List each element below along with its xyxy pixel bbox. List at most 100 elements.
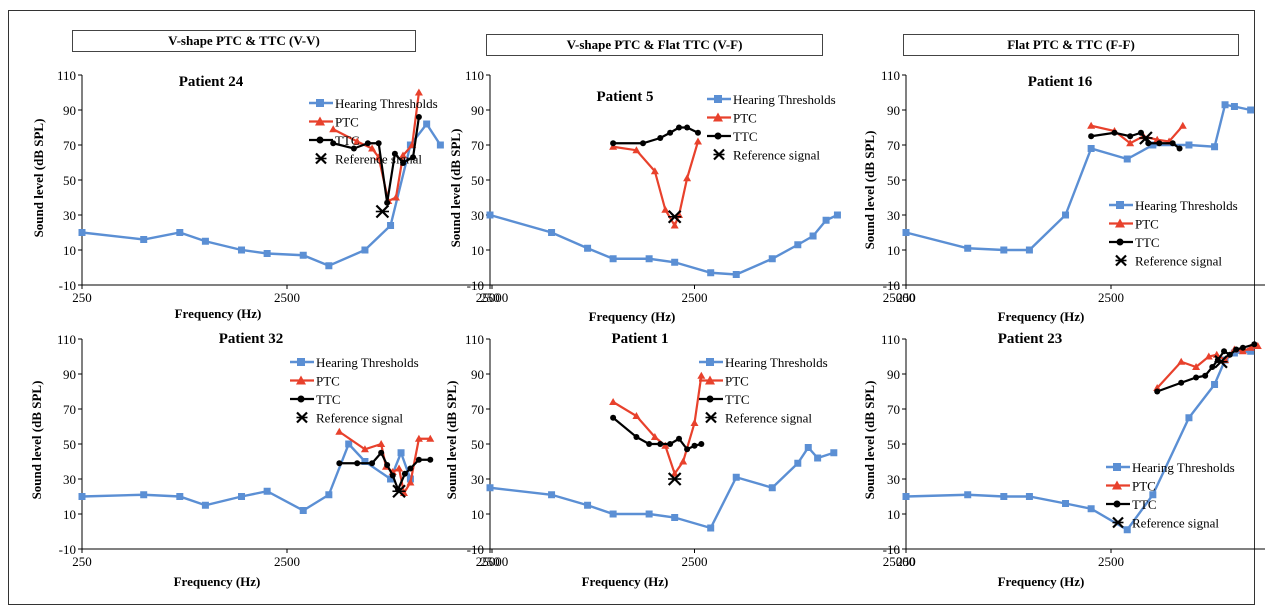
hearing-threshold-point (609, 255, 617, 263)
hearing-threshold-point (1062, 500, 1070, 507)
ttc-point (399, 159, 406, 166)
y-tick-label: 90 (887, 103, 900, 118)
legend-label: Reference signal (335, 152, 422, 167)
ttc-point (364, 140, 371, 147)
legend: Hearing Thresholds PTC TTC Reference sig… (290, 355, 419, 426)
plot-marks (78, 88, 444, 270)
hearing-threshold-point (902, 229, 910, 236)
hearing-threshold-point (707, 269, 715, 277)
hearing-threshold-point (1123, 155, 1131, 163)
legend-marker (713, 148, 725, 161)
chart-title: Patient 16 (1028, 74, 1093, 90)
legend-marker (316, 136, 324, 144)
x-axis-label: Frequency (Hz) (998, 309, 1085, 324)
hearing-threshold-point (609, 510, 617, 518)
legend-item-ttc: TTC (309, 133, 360, 148)
hearing-threshold-point (1062, 211, 1070, 219)
legend-marker (705, 411, 717, 424)
ptc-point (1192, 363, 1201, 370)
axes: -10 10 30 50 70 90 110 250 2500 25000 (57, 68, 508, 305)
y-tick-label: 70 (887, 402, 900, 417)
y-tick-label: -10 (59, 278, 76, 293)
hearing-threshold-point (584, 244, 592, 252)
ttc-point (384, 199, 391, 206)
hearing-threshold-point (1149, 141, 1157, 149)
hearing-threshold-line (81, 441, 412, 512)
hearing-threshold-point (768, 255, 776, 263)
hearing-threshold-point (732, 473, 740, 481)
legend-item-ptc: PTC (309, 115, 359, 130)
x-tick-label: 250 (480, 554, 500, 569)
legend-label: Reference signal (1132, 516, 1219, 531)
ptc-point (377, 440, 386, 447)
legend-label: PTC (1132, 479, 1156, 494)
ttc-point (676, 435, 683, 442)
legend-item-ttc: TTC (699, 392, 750, 407)
x-tick-label: 250 (896, 290, 916, 305)
panel-patient-5: Patient 5 -10 10 30 50 70 90 110 250 2500 25000 F… (448, 68, 915, 324)
y-tick-label: 10 (63, 507, 76, 522)
y-axis-label: Sound level (dB SPL) (444, 381, 459, 500)
legend-item-ptc: PTC (707, 111, 757, 126)
plot-marks (902, 341, 1262, 534)
ptc-point (398, 151, 407, 159)
ttc-point (1251, 341, 1258, 348)
y-axis-label: Sound level (dB SPL) (862, 381, 877, 500)
ttc-point (389, 472, 396, 479)
ptc-line (612, 375, 703, 477)
category-box-v-v: V-shape PTC & TTC (V-V) (72, 30, 416, 52)
chart-title: Patient 23 (998, 331, 1063, 347)
y-tick-label: 90 (471, 103, 484, 118)
hearing-threshold-point (436, 141, 444, 149)
y-tick-label: 70 (471, 402, 484, 417)
hearing-threshold-point (1025, 246, 1033, 254)
hearing-threshold-point (387, 475, 395, 483)
panel-patient-1: Patient 1 -10 10 30 50 70 90 110 250 2500 25000 F… (444, 331, 915, 589)
hearing-threshold-point (387, 222, 395, 229)
hearing-threshold-point (671, 514, 679, 521)
ptc-point (632, 146, 641, 154)
ttc-point (410, 154, 417, 161)
ptc-point (609, 398, 618, 405)
ttc-point (667, 129, 674, 136)
axes: -10 10 30 50 70 90 110 250 2500 25000 (57, 332, 508, 569)
hearing-threshold-point (1087, 505, 1095, 513)
legend: Hearing Thresholds PTC TTC Reference sig… (309, 96, 438, 167)
x-tick-label: 2500 (1098, 554, 1124, 569)
legend: Hearing Thresholds PTC TTC Reference sig… (707, 92, 836, 163)
y-tick-label: 90 (471, 367, 484, 382)
hearing-threshold-point (830, 449, 838, 457)
ptc-point (670, 221, 679, 229)
ttc-point (698, 441, 705, 447)
legend-reference-mark (296, 411, 308, 424)
y-tick-label: 30 (471, 208, 484, 223)
ptc-point (1253, 342, 1262, 349)
legend-marker (1115, 254, 1127, 267)
legend-label: PTC (1135, 217, 1159, 232)
legend-reference-mark (315, 152, 327, 165)
legend-label: PTC (725, 374, 749, 389)
hearing-threshold-point (671, 258, 679, 266)
ttc-point (1127, 133, 1134, 140)
y-tick-label: 110 (465, 332, 484, 347)
legend-label: Hearing Thresholds (1135, 198, 1238, 213)
ptc-point (1246, 343, 1255, 351)
hearing-threshold-point (176, 493, 184, 500)
ptc-point (368, 144, 377, 152)
figure-frame (8, 10, 1255, 605)
ptc-point (391, 193, 400, 201)
axes: -10 10 30 50 70 90 110 250 2500 25000 (881, 332, 1265, 569)
y-tick-label: 70 (63, 138, 76, 153)
ttc-point (354, 460, 361, 467)
hearing-threshold-point (238, 493, 246, 500)
legend-item-reference: Reference signal (1112, 516, 1219, 531)
x-tick-label: 250 (480, 290, 500, 305)
y-tick-label: 50 (471, 437, 484, 452)
hearing-threshold-point (814, 454, 822, 462)
legend-label: PTC (316, 374, 340, 389)
ttc-point (657, 135, 664, 141)
hearing-threshold-point (1000, 246, 1008, 254)
axes: -10 10 30 50 70 90 110 250 2500 25000 (465, 68, 915, 305)
legend-item-ptc: PTC (290, 374, 340, 389)
y-tick-label: 50 (63, 173, 76, 188)
